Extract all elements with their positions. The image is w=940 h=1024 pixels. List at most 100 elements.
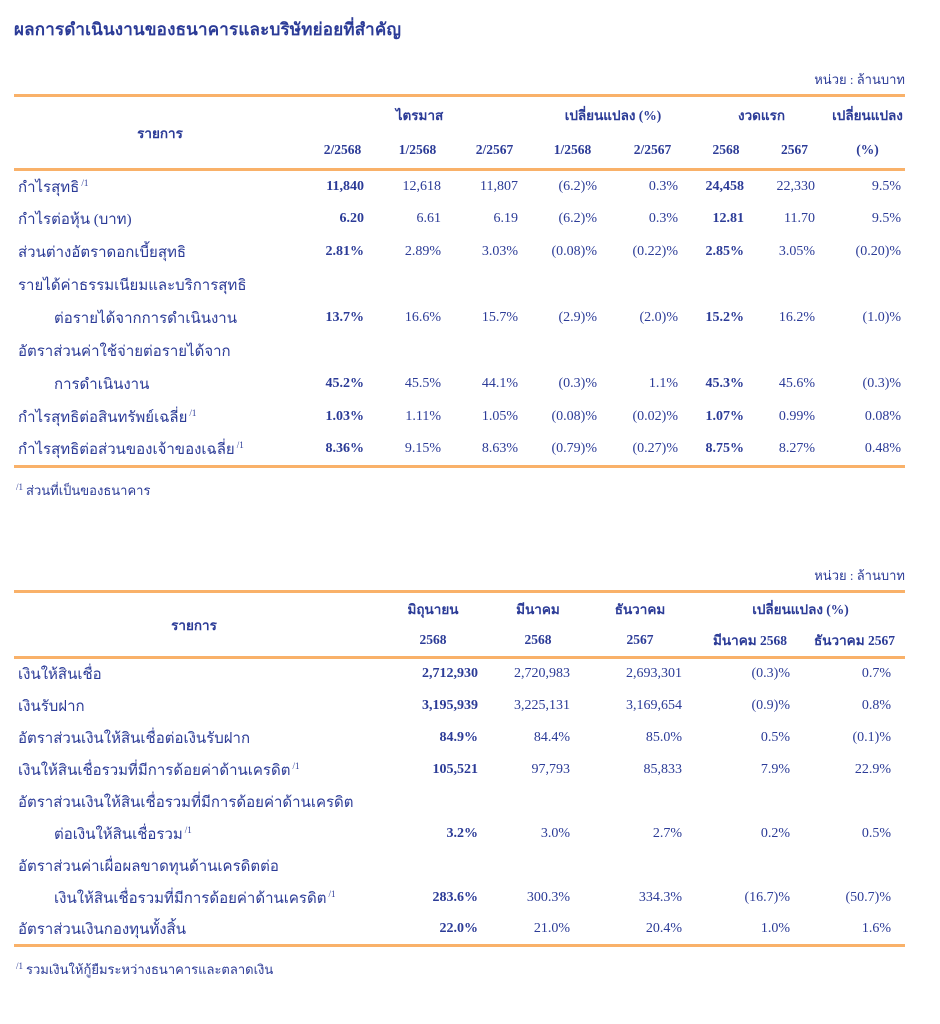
value-cell: (2.0)% xyxy=(639,310,679,325)
value-cell xyxy=(492,786,584,818)
value-cell xyxy=(696,786,804,818)
value-cell xyxy=(456,269,533,302)
value-cell: (0.08)% xyxy=(551,244,598,259)
value-cell: 7.9% xyxy=(760,761,790,777)
value-cell xyxy=(696,850,804,882)
value-cell: 334.3% xyxy=(638,889,682,905)
footnote-marker: /1 xyxy=(16,960,24,971)
value-cell: (16.7)% xyxy=(744,889,791,905)
column-subheader: 2/2567 xyxy=(456,132,533,171)
footnote-marker: /1 xyxy=(189,408,197,418)
value-cell xyxy=(456,335,533,368)
value-cell: 105,521 xyxy=(432,761,479,777)
value-cell: 22,330 xyxy=(776,178,816,194)
footnote-text: ส่วนที่เป็นของธนาคาร xyxy=(26,483,151,498)
value-cell: 16.2% xyxy=(778,310,816,325)
column-subheader: 2568 xyxy=(693,132,760,171)
row-label: ต่อเงินให้สินเชื่อรวม/1 xyxy=(54,824,192,843)
value-cell: 0.5% xyxy=(861,825,892,841)
row-label: ต่อรายได้จากการดำเนินงาน xyxy=(54,311,237,327)
value-cell xyxy=(306,269,379,302)
row-label: อัตราส่วนเงินให้สินเชื่อต่อเงินรับฝาก xyxy=(18,730,251,747)
row-label: เงินให้สินเชื่อ xyxy=(18,667,102,684)
footnote-marker: /1 xyxy=(292,760,300,771)
value-cell: 16.6% xyxy=(404,310,441,325)
value-cell: (0.1)% xyxy=(852,729,892,745)
value-cell: 85,833 xyxy=(643,761,683,777)
value-cell: 45.6% xyxy=(778,376,816,391)
value-cell: 0.99% xyxy=(778,409,816,424)
value-cell: 24,458 xyxy=(705,178,745,194)
value-cell xyxy=(804,850,905,882)
column-group-row: รายการ ไตรมาส เปลี่ยนแปลง (%) งวดแรก เปลี่ย… xyxy=(14,95,905,171)
table-row: อัตราส่วนเงินกองทุนทั้งสิ้น 22.0% 21.0% 20.… xyxy=(14,914,905,946)
value-cell: (0.3)% xyxy=(862,376,902,391)
value-cell: 20.4% xyxy=(645,920,682,936)
value-cell: 13.7% xyxy=(325,310,365,325)
table-row: อัตราส่วนเงินให้สินเชื่อต่อเงินรับฝาก 84.… xyxy=(14,722,905,754)
column-group-header: มีนาคม xyxy=(516,601,560,617)
column-group-row: รายการ มิถุนายน มีนาคม ธันวาคม เปลี่ยนแปลง … xyxy=(14,591,905,659)
row-label: กำไรสุทธิต่อสินทรัพย์เฉลี่ย/1 xyxy=(18,408,197,427)
footnote-marker: /1 xyxy=(184,824,192,835)
value-cell xyxy=(379,335,456,368)
row-label: เงินให้สินเชื่อรวมที่มีการด้อยค่าด้านเคร… xyxy=(18,760,300,779)
value-cell: 1.07% xyxy=(705,409,745,424)
value-cell xyxy=(533,335,612,368)
value-cell: 84.4% xyxy=(533,729,570,745)
value-cell xyxy=(759,335,830,368)
value-cell: (50.7)% xyxy=(845,889,892,905)
value-cell: 1.0% xyxy=(760,920,790,936)
value-cell: 44.1% xyxy=(481,376,518,391)
column-group-header: มิถุนายน xyxy=(407,601,459,617)
value-cell: 6.61 xyxy=(416,211,442,226)
footnote-text: รวมเงินให้กู้ยืมระหว่างธนาคารและตลาดเงิน xyxy=(26,962,274,977)
performance-summary-table: รายการ ไตรมาส เปลี่ยนแปลง (%) งวดแรก เปลี่ย… xyxy=(14,94,906,468)
value-cell xyxy=(693,335,759,368)
value-cell: 2,693,301 xyxy=(626,666,682,682)
row-label: เงินรับฝาก xyxy=(18,698,85,715)
value-cell xyxy=(379,269,456,302)
footnote-marker: /1 xyxy=(81,177,89,188)
value-cell: 11,807 xyxy=(480,178,518,194)
value-cell: 3,169,654 xyxy=(626,697,682,713)
value-cell: (0.08)% xyxy=(551,409,598,424)
value-cell: 15.2% xyxy=(705,310,745,325)
value-cell: 12.81 xyxy=(712,211,745,226)
row-label: เงินให้สินเชื่อรวมที่มีการด้อยค่าด้านเคร… xyxy=(54,888,336,907)
value-cell xyxy=(693,269,759,302)
page-title: ผลการดำเนินงานของธนาคารและบริษัทย่อยที่ส… xyxy=(14,20,402,39)
value-cell: 1.11% xyxy=(405,409,441,424)
value-cell: (0.3)% xyxy=(558,376,598,391)
value-cell: 283.6% xyxy=(432,889,479,905)
value-cell: 22.0% xyxy=(439,920,479,936)
value-cell: 2.7% xyxy=(652,825,682,841)
value-cell: 6.19 xyxy=(493,211,519,226)
value-cell: 0.7% xyxy=(861,666,892,682)
row-label: อัตราส่วนเงินให้สินเชื่อรวมที่มีการด้อยค… xyxy=(18,794,354,811)
value-cell: 9.5% xyxy=(871,211,902,226)
column-subheader: 2/2568 xyxy=(306,132,379,171)
column-group-header: ธันวาคม xyxy=(614,601,666,617)
value-cell: 1.1% xyxy=(648,376,679,391)
footnote-marker: /1 xyxy=(328,888,336,899)
value-cell: (0.02)% xyxy=(632,409,679,424)
value-cell: 3.2% xyxy=(446,825,479,841)
value-cell: 2,712,930 xyxy=(422,666,478,682)
unit-label-table1: หน่วย : ล้านบาท xyxy=(814,72,905,87)
value-cell: 1.6% xyxy=(861,920,892,936)
value-cell: 97,793 xyxy=(531,761,571,777)
footnote-marker: /1 xyxy=(16,481,24,492)
table-row: กำไรสุทธิ/1 11,840 12,618 11,807 (6.2)% 0.3% 2… xyxy=(14,170,905,203)
value-cell xyxy=(804,786,905,818)
value-cell xyxy=(612,269,693,302)
value-cell: 45.2% xyxy=(325,376,365,391)
value-cell: 2.81% xyxy=(325,244,365,259)
value-cell: 3.03% xyxy=(481,244,518,259)
column-subheader: 2567 xyxy=(584,624,696,659)
column-subheader: 2567 xyxy=(759,132,831,171)
column-subheader-row: 2568 2568 2567 มีนาคม 2568 ธันวาคม 2567 xyxy=(14,624,906,659)
value-cell xyxy=(830,269,905,302)
row-label: อัตราส่วนค่าเผื่อผลขาดทุนด้านเครดิตต่อ xyxy=(18,858,279,875)
table-row: กำไรต่อหุ้น (บาท) 6.20 6.61 6.19 (6.2)% 0.3% 1… xyxy=(14,203,905,236)
